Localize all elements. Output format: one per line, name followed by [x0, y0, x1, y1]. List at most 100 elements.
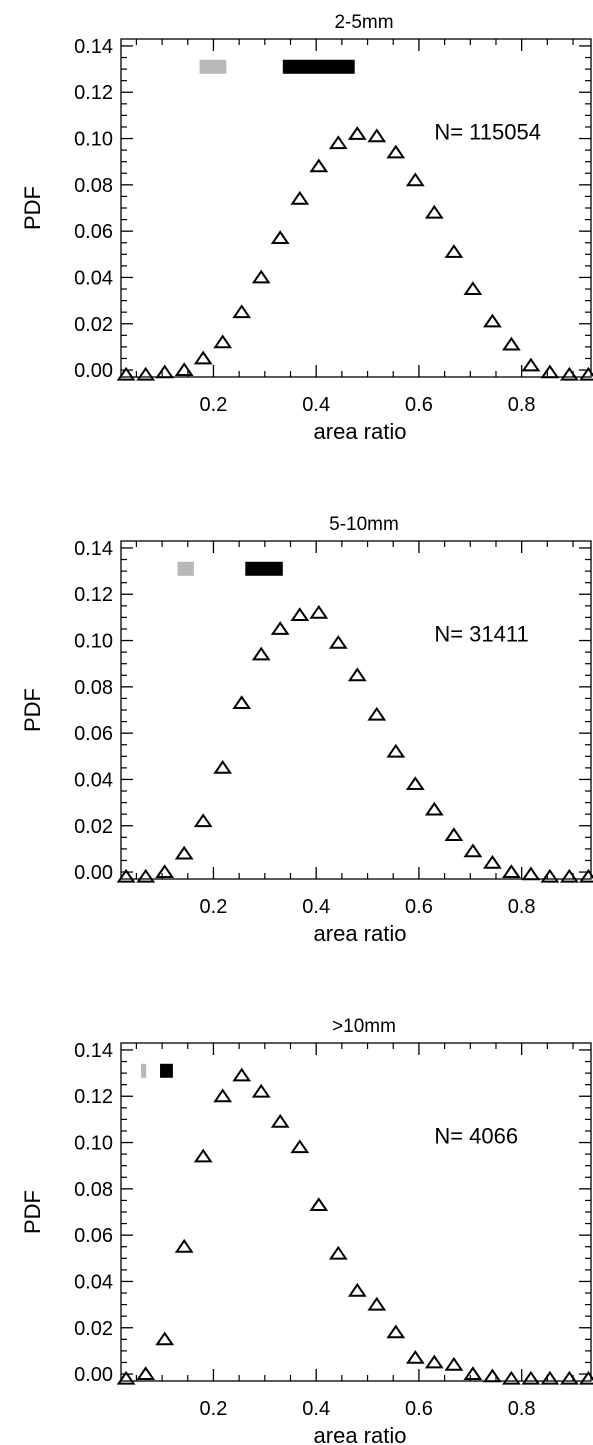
y-tick-label: 0.12: [74, 1086, 113, 1108]
y-tick-label: 0.06: [74, 723, 113, 745]
range-bar-black: [160, 1063, 173, 1078]
data-point: [174, 1238, 194, 1253]
range-bar-black: [245, 561, 283, 576]
data-point: [424, 801, 444, 816]
data-point: [309, 158, 329, 173]
y-tick-label: 0.00: [74, 1364, 113, 1386]
chart-panel-3: >10mm 0.00 0.02 0.04 0.06 0.08 0.10 0.12 0.14 0.2…: [20, 1016, 593, 1445]
chart-title: >10mm: [332, 1016, 396, 1037]
data-point: [560, 1370, 579, 1385]
data-point: [290, 190, 310, 205]
y-axis-title: PDF: [20, 688, 45, 732]
data-point: [386, 144, 406, 159]
y-tick-label: 0.00: [74, 862, 113, 884]
data-point: [347, 126, 367, 140]
x-axis-title: area ratio: [314, 1423, 407, 1445]
x-tick-label: 0.4: [302, 1398, 330, 1420]
plot-frame: [120, 1042, 592, 1382]
y-tick-label: 0.10: [74, 129, 113, 151]
y-tick-label: 0.02: [74, 314, 113, 336]
data-point: [367, 128, 387, 143]
y-tick-label: 0.10: [74, 1133, 113, 1155]
data-point: [328, 635, 348, 649]
y-tick-label: 0.08: [74, 1179, 113, 1201]
y-tick-label: 0.06: [74, 1225, 113, 1247]
data-point: [502, 1370, 521, 1385]
data-point: [444, 1356, 464, 1371]
x-axis-title: area ratio: [314, 419, 407, 444]
data-point: [560, 366, 579, 381]
data-point: [405, 776, 425, 790]
data-point: [193, 1148, 213, 1163]
data-point: [483, 854, 502, 869]
sample-count-annotation: N= 31411: [434, 622, 528, 647]
data-point: [347, 667, 367, 682]
range-bar-grey: [177, 561, 194, 576]
data-point: [213, 1088, 233, 1103]
data-point: [116, 1370, 136, 1385]
data-point: [232, 304, 252, 319]
y-tick-label: 0.04: [74, 769, 113, 791]
y-tick-label: 0.08: [74, 677, 113, 699]
y-tick-label: 0.14: [74, 538, 113, 560]
y-tick-label: 0.12: [74, 82, 113, 104]
data-point: [270, 230, 290, 244]
y-tick-label: 0.14: [74, 1040, 113, 1062]
data-point: [116, 366, 136, 381]
chart-panel-1: 2-5mm 0.00 0.02 0.04 0.06 0.08 0.10 0.12 0.14 0.2…: [20, 12, 593, 444]
y-tick-label: 0.10: [74, 631, 113, 653]
data-point: [560, 868, 579, 883]
data-point: [463, 1366, 483, 1380]
data-point: [251, 646, 271, 661]
data-point: [540, 868, 560, 883]
data-point: [136, 366, 156, 381]
range-bar-grey: [141, 1063, 147, 1078]
data-point: [136, 1366, 156, 1380]
chart-title: 5-10mm: [329, 514, 399, 535]
data-point: [424, 204, 444, 219]
data-point: [521, 866, 541, 881]
data-point: [367, 1296, 387, 1311]
data-point: [270, 1113, 290, 1128]
y-tick-label: 0.02: [74, 816, 113, 838]
data-point: [521, 357, 541, 372]
y-tick-label: 0.02: [74, 1318, 113, 1340]
data-point: [405, 172, 425, 187]
data-point: [290, 1139, 310, 1154]
x-tick-label: 0.2: [200, 394, 228, 416]
data-point: [579, 366, 593, 381]
data-point: [251, 269, 271, 284]
data-point: [521, 1370, 541, 1385]
data-point: [347, 1282, 367, 1297]
data-point: [174, 362, 194, 376]
data-point: [328, 1245, 348, 1260]
data-point: [232, 695, 252, 709]
x-tick-label: 0.6: [405, 394, 433, 416]
range-bar-black: [282, 59, 355, 74]
data-point: [386, 1324, 406, 1339]
data-point: [174, 845, 194, 860]
chart-title: 2-5mm: [334, 12, 393, 33]
data-point: [193, 813, 213, 828]
data-point: [405, 1350, 425, 1364]
data-point: [444, 244, 464, 258]
y-tick-label: 0.06: [74, 221, 113, 243]
x-tick-label: 0.6: [405, 896, 433, 918]
data-point: [579, 868, 593, 883]
y-tick-label: 0.00: [74, 360, 113, 382]
y-tick-label: 0.04: [74, 1271, 113, 1293]
data-point: [136, 868, 156, 883]
plot-frame: [120, 38, 592, 378]
x-tick-label: 0.4: [302, 394, 330, 416]
data-point: [155, 1331, 175, 1346]
x-tick-label: 0.6: [405, 1398, 433, 1420]
data-point: [251, 1083, 271, 1098]
data-point: [540, 1370, 560, 1385]
data-point: [213, 334, 233, 349]
data-point: [502, 336, 521, 351]
data-point: [502, 864, 521, 878]
data-point: [328, 135, 348, 150]
y-tick-label: 0.04: [74, 267, 113, 289]
sample-count-annotation: N= 4066: [434, 1124, 518, 1149]
